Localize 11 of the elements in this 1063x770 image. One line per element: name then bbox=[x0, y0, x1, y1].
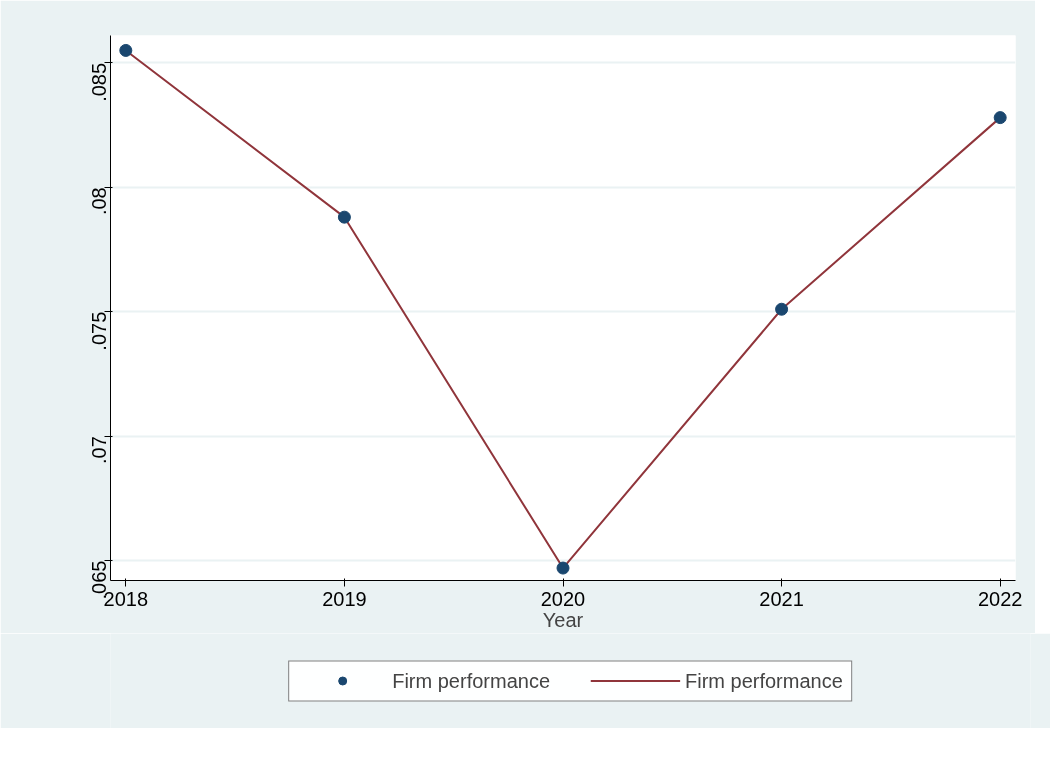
y-tick-label: .085 bbox=[88, 62, 111, 102]
x-tick-label: 2022 bbox=[977, 587, 1023, 610]
x-axis-title: Year bbox=[542, 608, 584, 631]
y-tick-label: .07 bbox=[88, 436, 111, 464]
y-tick-label: .08 bbox=[88, 187, 111, 216]
x-tick-label: 2021 bbox=[759, 587, 804, 610]
x-tick-label: 2020 bbox=[540, 587, 586, 610]
x-tick-label: 2019 bbox=[322, 587, 367, 610]
y-tick-label: .075 bbox=[88, 311, 111, 351]
legend-label: Firm performance bbox=[392, 669, 550, 692]
legend-label: Firm performance bbox=[685, 669, 843, 692]
